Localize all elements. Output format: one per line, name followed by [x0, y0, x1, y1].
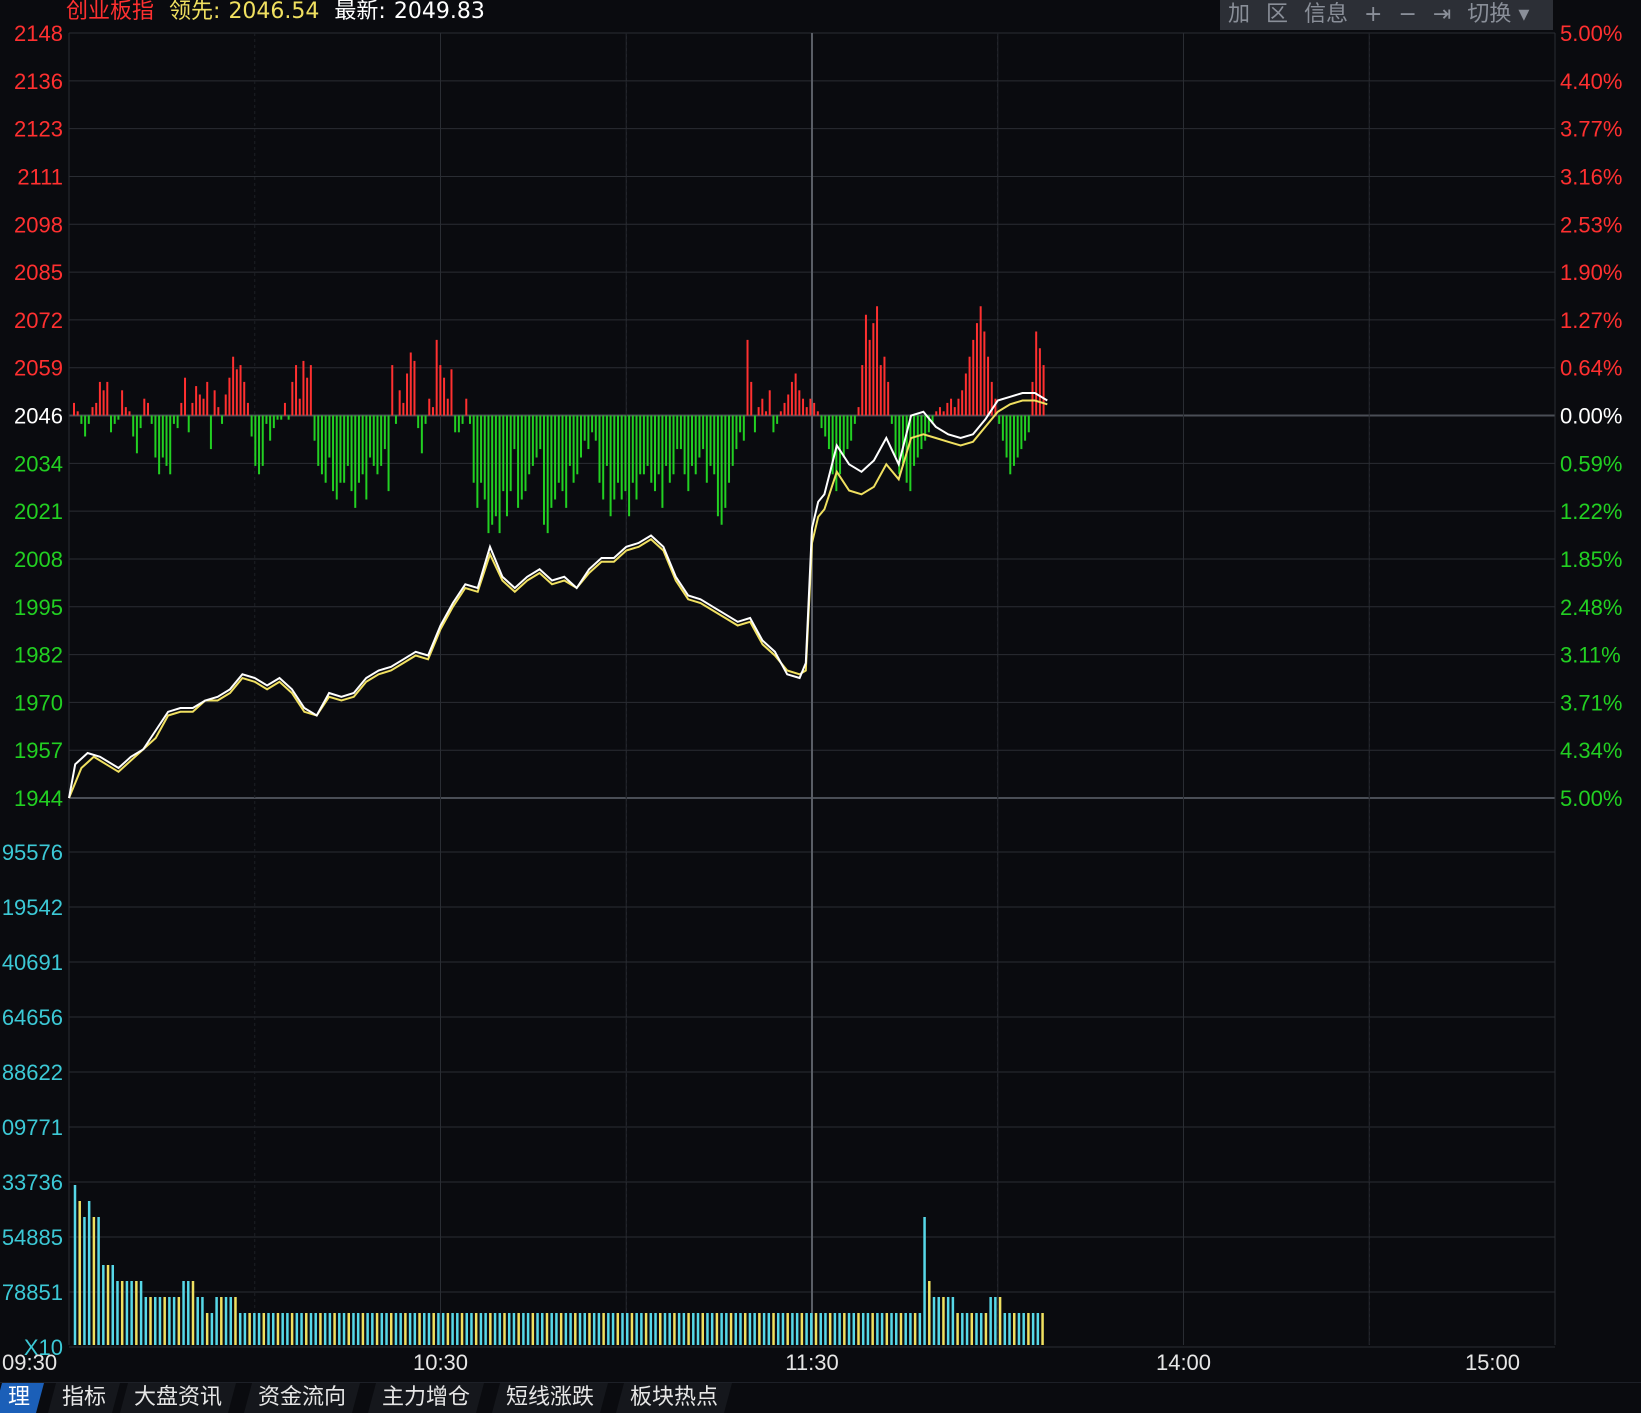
latest-value: 2049.83 — [393, 0, 485, 24]
price-line — [68, 392, 1048, 799]
bottom-tab-bar: 理 指标 大盘资讯 资金流向 主力增仓 短线涨跌 板块热点 — [0, 1382, 1641, 1413]
volume-axis-label: 19542 — [2, 895, 63, 920]
volume-axis-label: 33736 — [2, 1170, 63, 1195]
tab-fund-flow[interactable]: 资金流向 — [244, 1383, 360, 1413]
price-axis-label: 2148 — [14, 21, 63, 46]
pct-axis-label: 2.53% — [1560, 212, 1622, 237]
volume-axis-label: 64656 — [2, 1005, 63, 1030]
pct-axis-label: 1.22% — [1560, 499, 1622, 524]
pct-axis-label: 0.59% — [1560, 451, 1622, 476]
pct-axis-label: 1.85% — [1560, 547, 1622, 572]
pct-axis-label: 1.90% — [1560, 260, 1622, 285]
pct-axis-label: 1.27% — [1560, 308, 1622, 333]
price-axis-label: 2046 — [14, 404, 63, 429]
pct-axis-label: 0.00% — [1560, 404, 1622, 429]
price-axis-label: 2123 — [14, 117, 63, 142]
price-axis-label: 2098 — [14, 212, 63, 237]
pct-axis-label: 3.16% — [1560, 164, 1622, 189]
price-axis-label: 1944 — [14, 786, 63, 811]
price-axis-label: 1957 — [14, 738, 63, 763]
time-axis-label: 11:30 — [785, 1350, 838, 1375]
volume-axis-label: X10 — [24, 1335, 63, 1360]
tab-indicator[interactable]: 指标 — [48, 1383, 120, 1413]
price-axis-label: 2034 — [14, 451, 63, 476]
pct-axis-label: 3.77% — [1560, 117, 1622, 142]
volume-axis-label: 88622 — [2, 1060, 63, 1085]
index-name: 创业板指 — [66, 0, 155, 24]
price-axis-label: 1982 — [14, 643, 63, 668]
price-axis-label: 1995 — [14, 595, 63, 620]
price-axis-label: 2059 — [14, 356, 63, 381]
latest-label: 最新: — [334, 0, 386, 24]
volume-axis-label: 40691 — [2, 950, 63, 975]
volume-axis-label: 95576 — [2, 840, 63, 865]
lead-label: 领先: — [169, 0, 221, 24]
pct-axis-label: 2.48% — [1560, 595, 1622, 620]
time-axis-label: 09:30 — [2, 1350, 57, 1375]
lead-value: 2046.54 — [228, 0, 320, 24]
jump-end-icon[interactable]: ⇥ — [1432, 2, 1452, 27]
intraday-chart: 2148 5.00% 2136 4.40% 2123 3.77% 2111 3.16% 2098… — [2, 21, 1623, 1375]
zoom-in-icon[interactable]: + — [1364, 2, 1383, 27]
price-axis-label: 1970 — [14, 690, 63, 715]
price-axis-label: 2008 — [14, 547, 63, 572]
chart-toolbar: 加 区 信息 + − ⇥ 切换 ▾ — [1220, 0, 1553, 30]
switch-dropdown[interactable]: 切换 ▾ — [1467, 2, 1530, 27]
tab-short-term[interactable]: 短线涨跌 — [492, 1383, 608, 1413]
time-axis-label: 15:00 — [1465, 1350, 1520, 1375]
pct-axis-label: 4.40% — [1560, 69, 1622, 94]
tab-sector-hotspots[interactable]: 板块热点 — [616, 1383, 732, 1413]
price-axis-label: 2136 — [14, 69, 63, 94]
tab-manage[interactable]: 理 — [0, 1383, 44, 1413]
info-button[interactable]: 信息 — [1304, 2, 1349, 27]
volume-axis-label: 78851 — [2, 1280, 63, 1305]
time-axis-label: 10:30 — [413, 1350, 468, 1375]
price-axis-label: 2072 — [14, 308, 63, 333]
pct-axis-label: 5.00% — [1560, 786, 1622, 811]
pct-axis-label: 3.11% — [1560, 643, 1621, 668]
range-button[interactable]: 区 — [1266, 2, 1289, 27]
price-axis-label: 2111 — [17, 164, 63, 189]
add-button[interactable]: 加 — [1228, 2, 1251, 27]
price-axis-label: 2085 — [14, 260, 63, 285]
lead-line — [68, 399, 1048, 799]
volume-axis-label: 54885 — [2, 1225, 63, 1250]
volume-axis-label: 09771 — [2, 1115, 63, 1140]
chart-header: 创业板指 领先: 2046.54 最新: 2049.83 — [66, 0, 493, 26]
price-axis-label: 2021 — [14, 499, 63, 524]
pct-axis-label: 5.00% — [1560, 21, 1622, 46]
pct-axis-label: 3.71% — [1560, 690, 1622, 715]
zoom-out-icon[interactable]: − — [1398, 2, 1417, 27]
tab-main-position[interactable]: 主力增仓 — [368, 1383, 484, 1413]
time-axis-label: 14:00 — [1156, 1350, 1211, 1375]
tab-market-news[interactable]: 大盘资讯 — [120, 1383, 236, 1413]
pct-axis-label: 4.34% — [1560, 738, 1622, 763]
pct-axis-label: 0.64% — [1560, 356, 1622, 381]
